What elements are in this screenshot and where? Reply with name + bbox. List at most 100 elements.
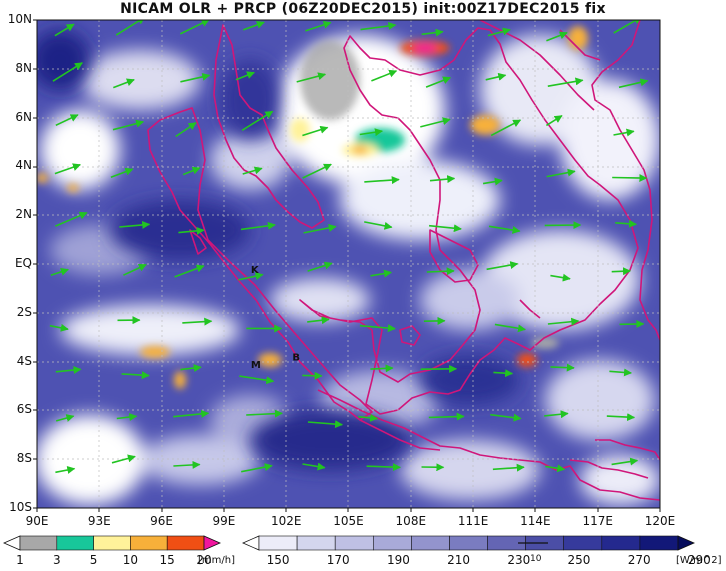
wind-vector [179,20,210,35]
coastlines [147,20,660,501]
colorbar-tick-label: 190 [386,553,410,567]
wind-vector [173,460,201,469]
wind-vector [609,368,632,377]
wind-vector [490,413,522,422]
colorbar-tick-label: 150 [266,553,290,567]
wind-vector [49,323,69,332]
colorbar-tick-label: 3 [52,553,61,567]
colorbar-end-left [3,535,21,551]
colorbar-tick-label: 250 [567,553,591,567]
station-marker-m: M [251,360,261,371]
wind-vector [119,220,151,229]
colorbar-swatch [334,535,374,551]
wind-vector [611,267,631,276]
wind-vector [486,261,519,271]
colorbar-swatch [601,535,641,551]
wind-vector [113,78,135,89]
lat-label: 4N [15,158,32,173]
wind-vector [302,163,332,179]
wind-vector [488,225,521,234]
reference-vector-label: 10 [530,554,542,564]
wind-vector [112,119,145,131]
colorbar-swatch [19,535,58,551]
wind-vector [615,219,637,228]
lon-label: 96E [150,514,174,528]
colorbar-tick-label: 10 [122,553,139,567]
colorbar-swatch [56,535,94,551]
wind-vector [611,457,639,466]
lat-label: 6S [16,402,32,417]
wind-vector [239,375,275,385]
wind-vector [420,117,451,128]
wind-vector [618,78,649,89]
wind-vector [366,463,401,472]
wind-vector [305,20,332,32]
wind-vector [421,28,444,37]
wind-vector [612,173,648,182]
wind-vector [240,221,276,231]
prcp-colorbar [3,535,221,551]
lon-label: 111E [457,514,489,528]
colorbar-end-right [677,535,695,551]
lon-label: 120E [644,514,676,528]
lat-label: 2S [16,304,32,319]
wind-vector [370,269,392,278]
station-markers: K M B [251,265,300,371]
wind-vector [364,221,393,230]
wind-vector [55,414,75,422]
colorbar-swatch [411,535,450,551]
wind-vector [241,463,273,473]
wind-vector [492,463,525,472]
wind-vector [303,223,337,234]
lat-label: EQ [14,256,32,270]
graticule [37,20,660,508]
wind-vector [547,77,584,87]
wind-vector [54,23,75,37]
wind-vector [545,115,563,127]
prcp-unit: [mm/h] [198,555,235,566]
wind-vector [428,412,465,421]
colorbar-tick-label: 15 [159,553,175,567]
lat-label: 8N [15,60,32,75]
colorbar-swatch [372,535,412,551]
olr-unit: [W/m^2] [676,555,722,566]
colorbar-swatch [563,535,603,551]
wind-vector [50,267,69,277]
wind-vector [55,114,79,127]
wind-vector [55,211,88,227]
wind-vector [550,363,575,372]
wind-vector [302,371,323,380]
colorbar-tick-label: 290 [687,553,711,567]
wind-vector [425,76,452,88]
wind-vector [487,27,511,37]
wind-vector [174,264,205,278]
wind-vector [55,466,76,474]
wind-vector [429,175,456,184]
map-ticks [33,19,661,512]
wind-vector [490,119,522,137]
wind-vector [550,273,571,282]
wind-vector [358,413,379,422]
wind-vector [302,125,329,137]
wind-vector [241,110,274,131]
lon-label: 114E [520,514,551,528]
wind-vector [493,369,514,378]
wind-vector [546,168,576,178]
colorbar-end-right [203,535,221,551]
wind-vector [307,316,330,325]
colorbar-tick-label: 270 [627,553,651,567]
wind-vector [235,71,255,81]
wind-vector [54,163,81,175]
wind-vector [360,21,397,31]
colorbar-swatch [449,535,488,551]
wind-vector [52,62,83,82]
wind-vector [116,413,138,422]
station-marker-k: K [251,265,260,276]
colorbar-tick-label: 1 [16,553,24,567]
colorbar-swatch [166,535,205,551]
wind-vector [613,20,642,34]
lat-label: 2N [15,207,32,222]
colorbar-end-left [242,535,260,551]
wind-vector [359,128,383,137]
